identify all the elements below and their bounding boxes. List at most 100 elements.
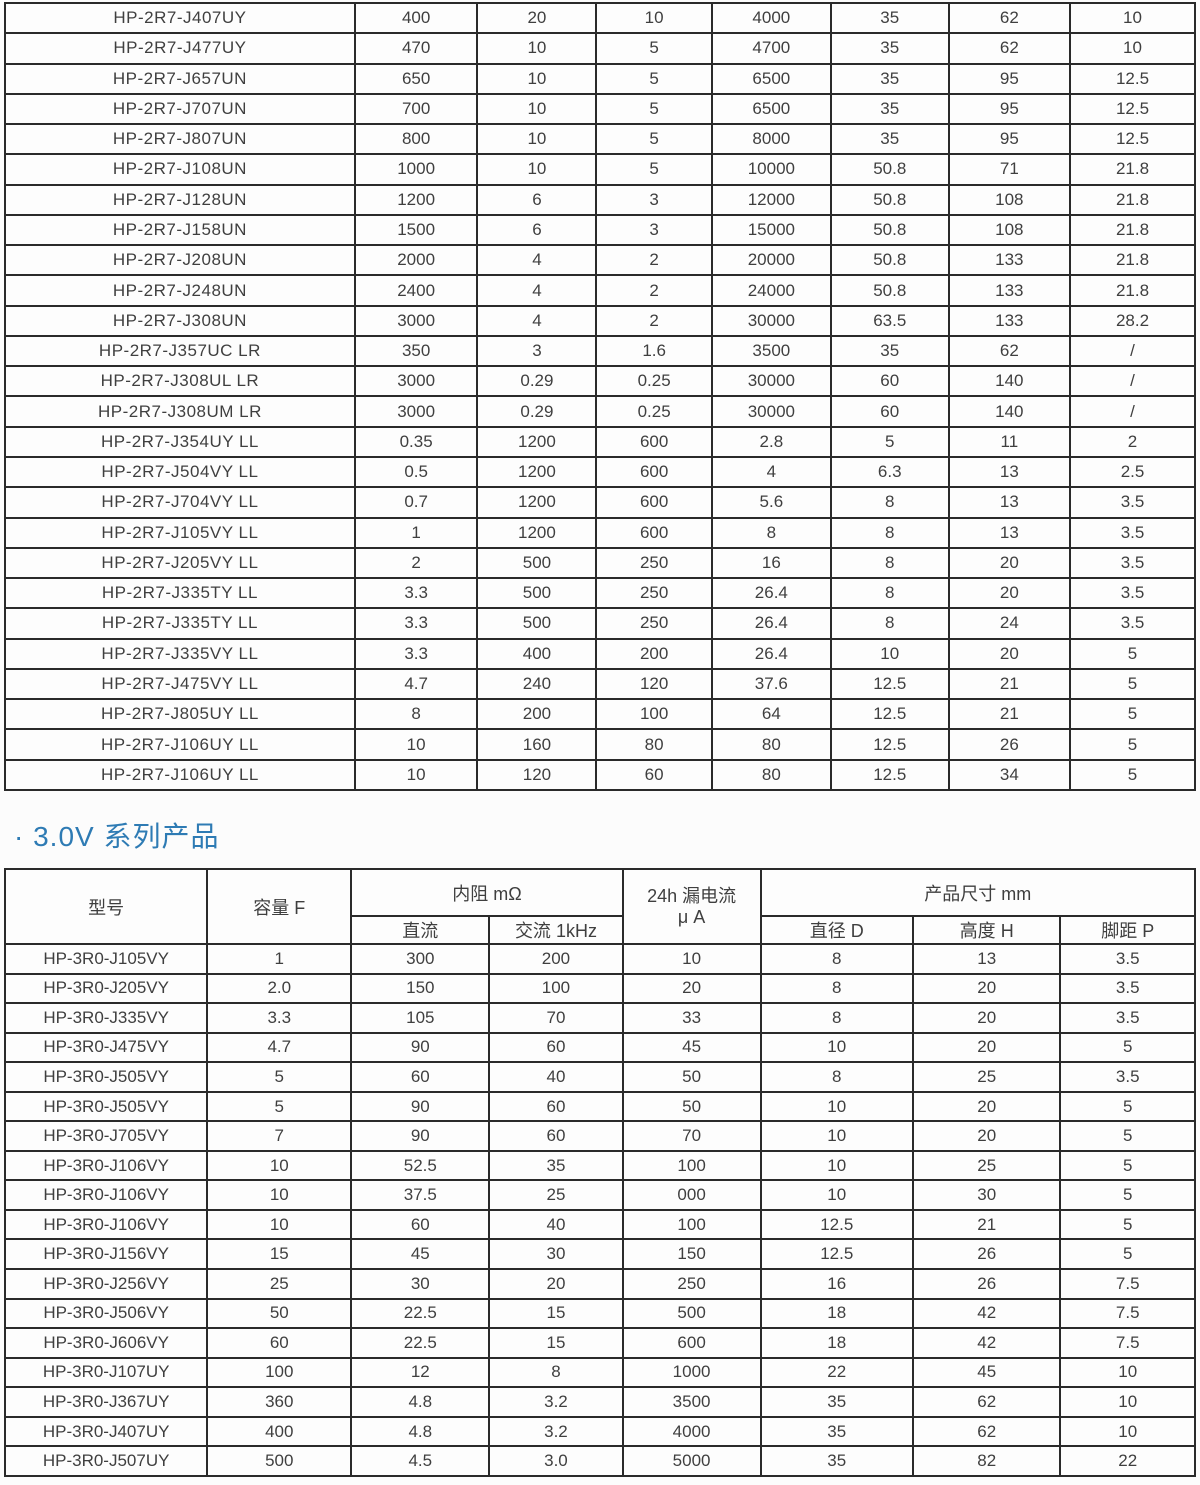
pitch-cell: 7.5: [1059, 1327, 1196, 1359]
capacity-cell: 3000: [353, 304, 479, 337]
diameter-cell: 35: [759, 1386, 914, 1418]
esr-dc-cell: 160: [476, 728, 598, 761]
table-row: HP-3R0-J507UY 500 4.5 3.0 5000 35 82 22: [3, 1445, 1196, 1477]
capacity-cell: 3.3: [353, 637, 479, 670]
pitch-cell: /: [1069, 395, 1196, 428]
height-cell: 11: [947, 425, 1072, 458]
leakage-cell: 16: [710, 546, 832, 580]
esr-ac-cell: 3: [595, 183, 713, 216]
capacity-cell: 400: [353, 1, 479, 35]
esr-ac-cell: 5: [595, 62, 713, 95]
height-cell: 82: [911, 1445, 1062, 1477]
header-dim-d: 直径 D: [759, 915, 914, 945]
height-cell: 62: [911, 1386, 1062, 1418]
esr-ac-cell: 3: [595, 213, 713, 247]
leakage-cell: 20000: [710, 244, 832, 277]
esr-dc-cell: 10: [476, 92, 598, 126]
esr-dc-cell: 52.5: [350, 1149, 491, 1182]
model-cell: HP-2R7-J477UY: [4, 32, 356, 65]
esr-dc-cell: 22.5: [350, 1327, 491, 1359]
leakage-cell: 5000: [621, 1445, 762, 1477]
diameter-cell: 60: [829, 365, 950, 398]
height-cell: 133: [947, 304, 1072, 337]
capacity-cell: 3000: [353, 395, 479, 428]
esr-dc-cell: 4: [476, 244, 598, 277]
diameter-cell: 50.8: [829, 153, 950, 186]
pitch-cell: 7.5: [1059, 1268, 1196, 1300]
esr-dc-cell: 6: [476, 213, 598, 247]
table-row: HP-3R0-J156VY 15 45 30 150 12.5 26 5: [3, 1238, 1196, 1271]
esr-dc-cell: 400: [476, 637, 598, 670]
esr-ac-cell: 600: [595, 516, 713, 549]
height-cell: 133: [947, 244, 1072, 277]
capacity-cell: 700: [353, 92, 479, 126]
table-row: HP-3R0-J106VY 10 37.5 25 000 10 30 5: [3, 1179, 1196, 1211]
esr-ac-cell: 100: [595, 698, 713, 731]
esr-dc-cell: 1200: [476, 486, 598, 519]
height-cell: 26: [911, 1268, 1062, 1300]
capacity-cell: 10: [206, 1149, 353, 1182]
esr-dc-cell: 200: [476, 698, 598, 731]
height-cell: 13: [947, 516, 1072, 549]
header-model: 型号: [3, 868, 209, 945]
leakage-cell: 2.8: [710, 425, 832, 458]
height-cell: 95: [947, 62, 1072, 95]
table-row: HP-3R0-J106VY 10 52.5 35 100 10 25 5: [3, 1149, 1196, 1182]
height-cell: 71: [947, 153, 1072, 186]
model-cell: HP-3R0-J106VY: [3, 1179, 209, 1211]
model-cell: HP-2R7-J205VY LL: [4, 546, 356, 580]
header-leakage-line2: μ A: [677, 906, 706, 927]
leakage-cell: 4700: [710, 32, 832, 65]
height-cell: 25: [911, 1061, 1062, 1093]
diameter-cell: 35: [829, 1, 950, 35]
height-cell: 108: [947, 213, 1072, 247]
capacity-cell: 5: [206, 1090, 353, 1123]
leakage-cell: 30000: [710, 304, 832, 337]
diameter-cell: 50.8: [829, 274, 950, 307]
leakage-cell: 70: [621, 1120, 762, 1152]
capacity-cell: 3.3: [353, 607, 479, 640]
model-cell: HP-2R7-J106UY LL: [4, 758, 356, 792]
esr-ac-cell: 40: [488, 1061, 624, 1093]
height-cell: 140: [947, 365, 1072, 398]
height-cell: 20: [911, 972, 1062, 1005]
height-cell: 26: [911, 1238, 1062, 1271]
height-cell: 20: [911, 1120, 1062, 1152]
model-cell: HP-3R0-J106VY: [3, 1149, 209, 1182]
esr-dc-cell: 90: [350, 1031, 491, 1064]
capacity-cell: 2400: [353, 274, 479, 307]
table-row: HP-3R0-J256VY 25 30 20 250 16 26 7.5: [3, 1268, 1196, 1300]
diameter-cell: 35: [829, 334, 950, 368]
capacity-cell: 2000: [353, 244, 479, 277]
esr-ac-cell: 20: [488, 1268, 624, 1300]
diameter-cell: 35: [759, 1415, 914, 1448]
table-row: HP-3R0-J335VY 3.3 105 70 33 8 20 3.5: [3, 1002, 1196, 1034]
leakage-cell: 4000: [621, 1415, 762, 1448]
table-row: HP-3R0-J505VY 5 60 40 50 8 25 3.5: [3, 1061, 1196, 1093]
pitch-cell: 5: [1069, 698, 1196, 731]
esr-ac-cell: 250: [595, 546, 713, 580]
esr-ac-cell: 2: [595, 274, 713, 307]
esr-dc-cell: 4: [476, 274, 598, 307]
esr-dc-cell: 4.8: [350, 1386, 491, 1418]
height-cell: 42: [911, 1297, 1062, 1330]
capacity-cell: 500: [206, 1445, 353, 1477]
table-row: HP-3R0-J105VY 1 300 200 10 8 13 3.5: [3, 943, 1196, 975]
leakage-cell: 30000: [710, 365, 832, 398]
capacity-cell: 0.5: [353, 455, 479, 489]
leakage-cell: 64: [710, 698, 832, 731]
pitch-cell: 21.8: [1069, 274, 1196, 307]
diameter-cell: 35: [829, 92, 950, 126]
leakage-cell: 33: [621, 1002, 762, 1034]
model-cell: HP-3R0-J367UY: [3, 1386, 209, 1418]
table-row: HP-3R0-J705VY 7 90 60 70 10 20 5: [3, 1120, 1196, 1152]
height-cell: 140: [947, 395, 1072, 428]
pitch-cell: 21.8: [1069, 244, 1196, 277]
capacity-cell: 470: [353, 32, 479, 65]
diameter-cell: 60: [829, 395, 950, 428]
table-row: HP-3R0-J475VY 4.7 90 60 45 10 20 5: [3, 1031, 1196, 1064]
model-cell: HP-2R7-J105VY LL: [4, 516, 356, 549]
esr-ac-cell: 35: [488, 1149, 624, 1182]
esr-dc-cell: 10: [476, 123, 598, 156]
